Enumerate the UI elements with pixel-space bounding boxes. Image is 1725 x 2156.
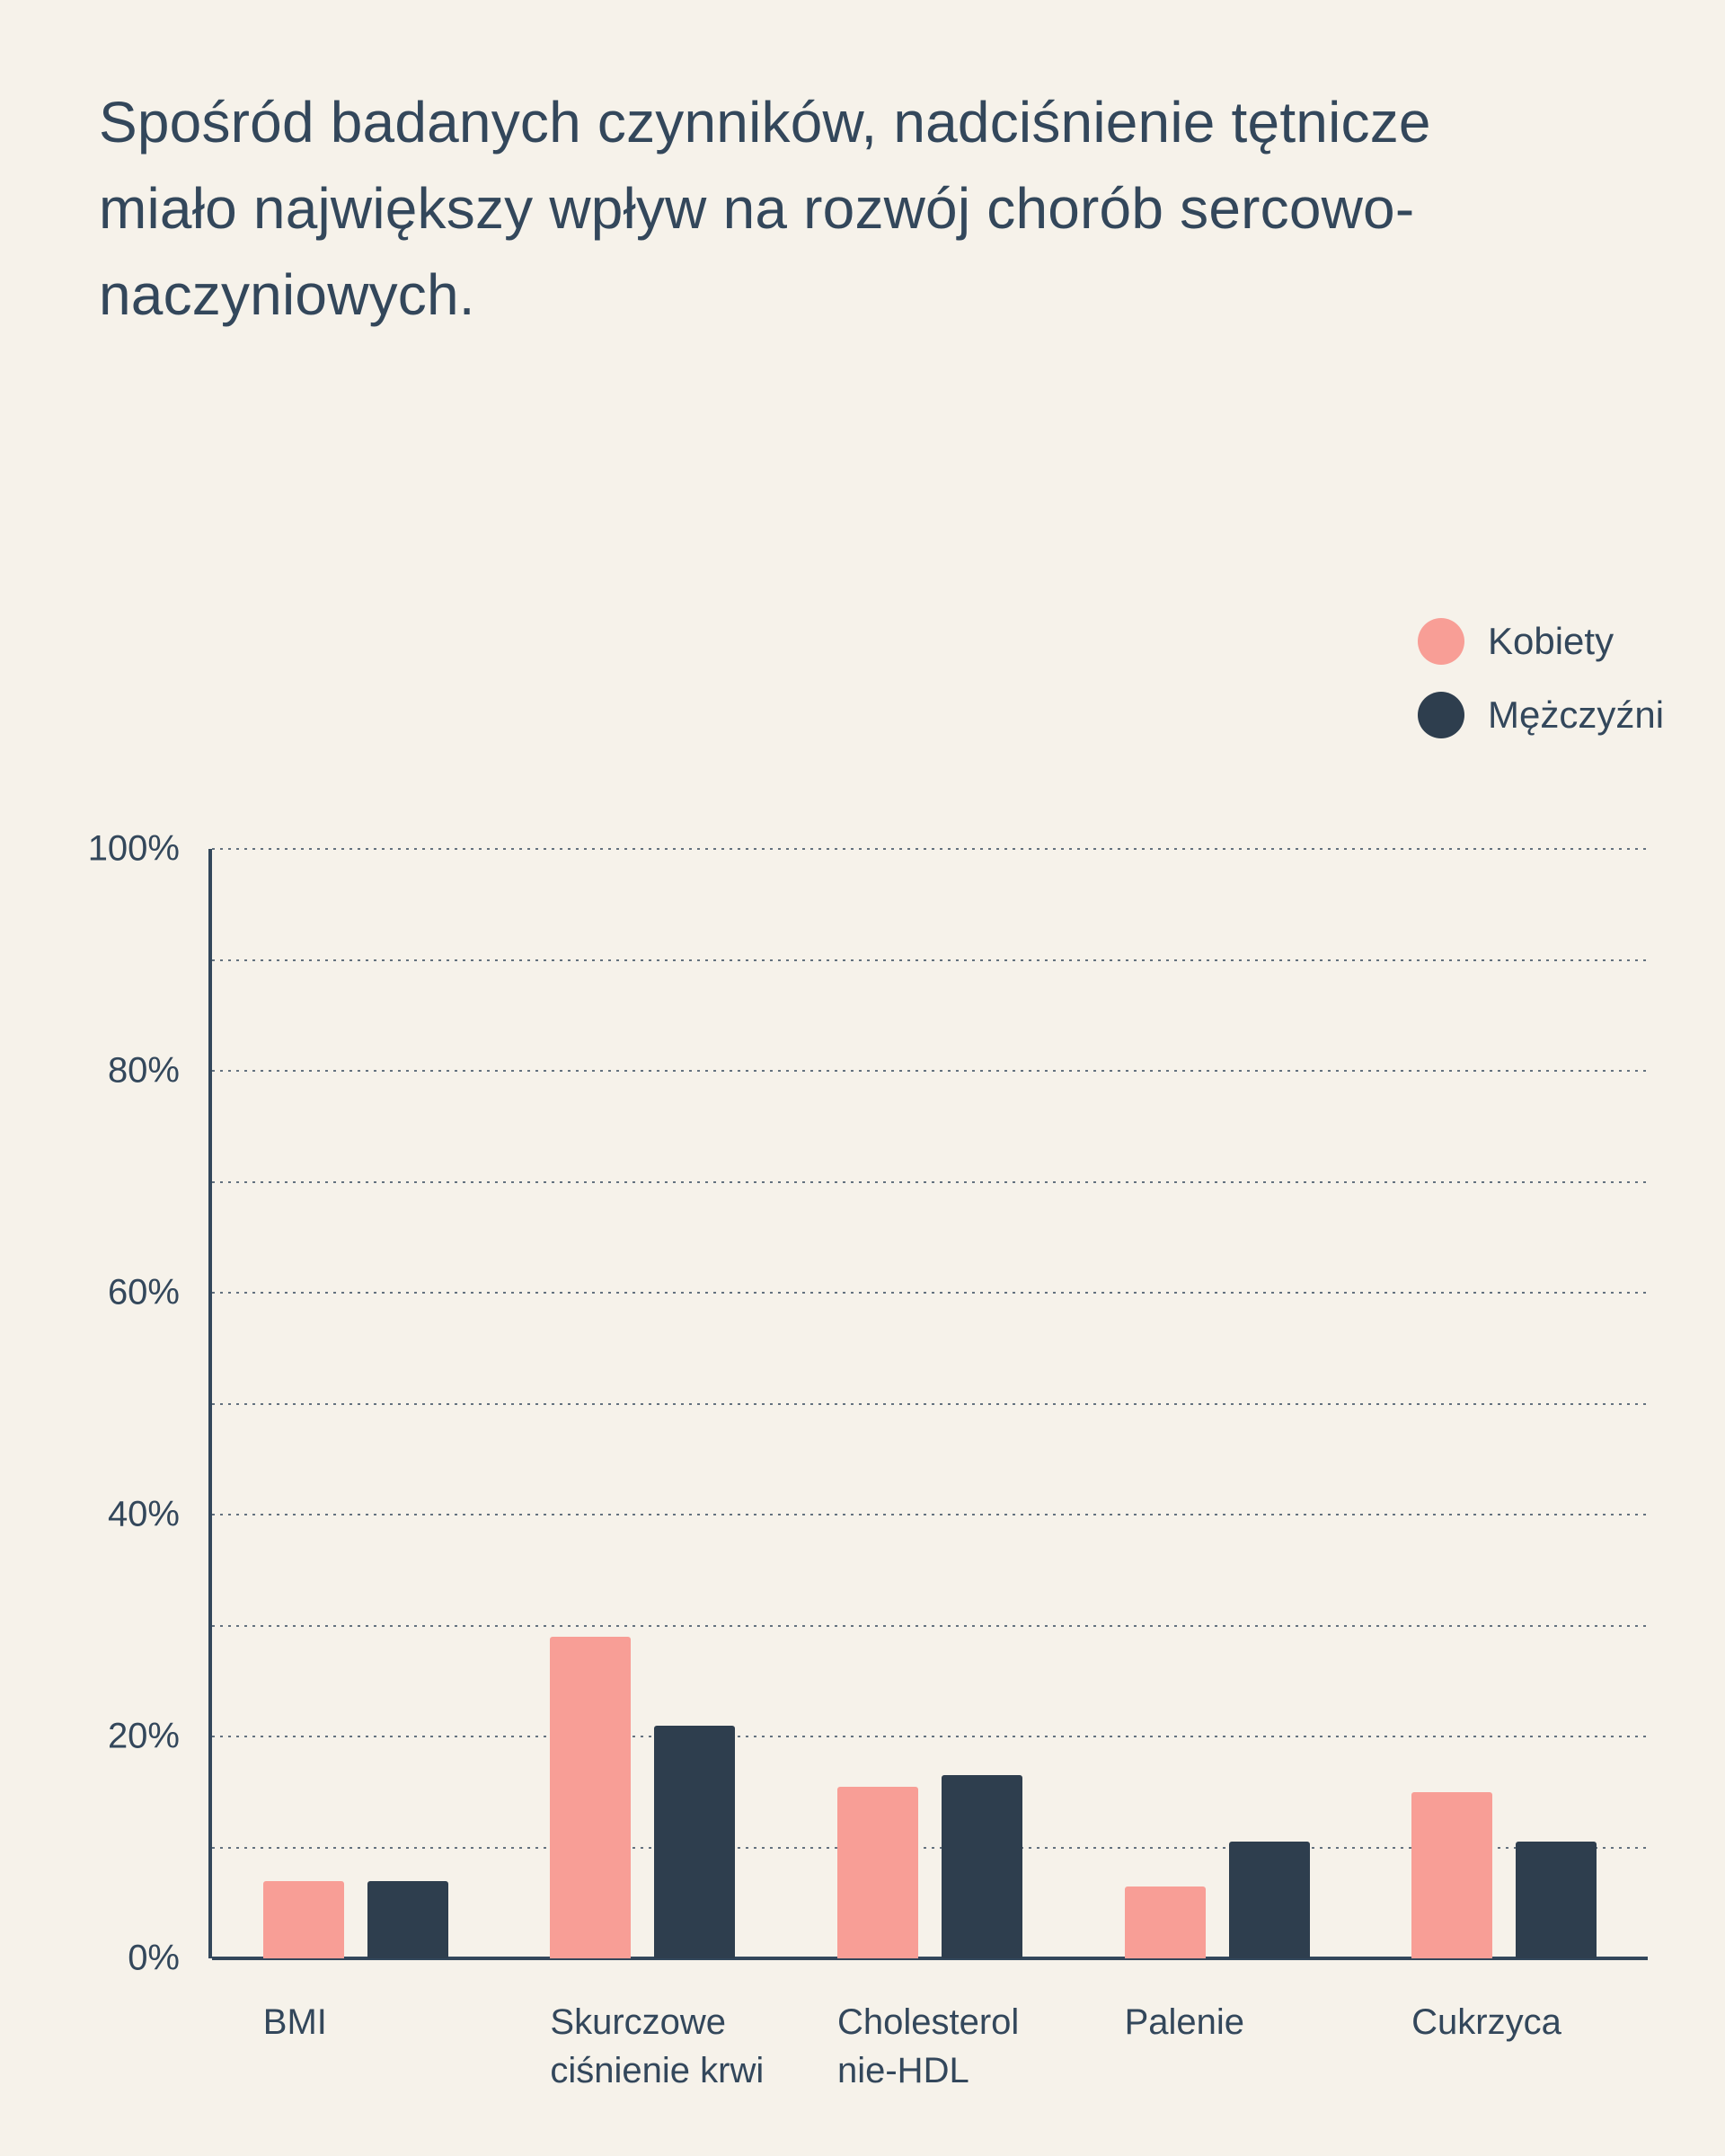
legend-label-kobiety: Kobiety — [1488, 620, 1614, 662]
bar-m-czy-ni-cholesterol-nie-hdl — [941, 1775, 1022, 1958]
x-axis-baseline — [212, 1957, 1648, 1960]
chart-title: Spośród badanych czynników, nadciśnienie… — [99, 90, 1431, 327]
bar-group-cholesterol-nie-hdl: Cholesterol nie-HDL — [836, 849, 1022, 2090]
y-tick-label-60: 60% — [107, 1272, 180, 1312]
bar-group-palenie: Palenie — [1124, 849, 1310, 2042]
plot-area: BMI Skurczowe ciśnienie krwi Cholesterol n… — [208, 848, 1648, 2090]
bars-palenie — [1124, 849, 1310, 1958]
legend-item-kobiety: Kobiety — [1418, 618, 1664, 665]
x-category-label-cholesterol-nie-hdl: Cholesterol nie-HDL — [836, 2002, 1020, 2090]
y-tick-label-20: 20% — [107, 1716, 180, 1756]
y-tick-label-40: 40% — [107, 1494, 180, 1534]
bar-group-bmi: BMI — [262, 849, 448, 2042]
gridline-50 — [212, 1402, 1648, 1405]
x-category-label-bmi: BMI — [262, 2002, 327, 2042]
x-category-label-cukrzyca: Cukrzyca — [1411, 2002, 1561, 2042]
legend-item-mezczyzni: Mężczyźni — [1418, 692, 1664, 738]
legend-label-mezczyzni: Mężczyźni — [1488, 694, 1665, 736]
y-tick-label-100: 100% — [87, 828, 180, 869]
bars-bmi — [262, 849, 448, 1958]
gridline-70 — [212, 1180, 1648, 1183]
bar-kobiety-palenie — [1124, 1886, 1206, 1958]
bar-group-cukrzyca: Cukrzyca — [1411, 849, 1597, 2042]
gridline-40 — [212, 1514, 1648, 1515]
bar-kobiety-cholesterol-nie-hdl — [836, 1786, 918, 1958]
kobiety-swatch-icon — [1418, 618, 1464, 665]
gridline-60 — [212, 1292, 1648, 1294]
bars-cukrzyca — [1411, 849, 1597, 1958]
bar-kobiety-cukrzyca — [1411, 1791, 1493, 1958]
bar-m-czy-ni-cukrzyca — [1516, 1842, 1597, 1958]
bar-m-czy-ni-palenie — [1228, 1842, 1310, 1958]
bar-m-czy-ni-skurczowe-ci-nienie-krwi — [654, 1725, 736, 1958]
x-category-label-skurczowe-ci-nienie-krwi: Skurczowe ciśnienie krwi — [550, 2002, 765, 2090]
legend: Kobiety Mężczyźni — [1418, 618, 1664, 738]
bar-m-czy-ni-bmi — [367, 1880, 448, 1958]
y-tick-label-0: 0% — [128, 1938, 180, 1978]
gridline-80 — [212, 1070, 1648, 1072]
bars-cholesterol-nie-hdl — [836, 849, 1022, 1958]
x-category-label-palenie: Palenie — [1124, 2002, 1245, 2042]
gridline-10 — [212, 1846, 1648, 1849]
gridline-30 — [212, 1624, 1648, 1627]
bar-kobiety-skurczowe-ci-nienie-krwi — [550, 1636, 632, 1958]
y-axis-labels: 0% 20% 40% 60% 80% 100% — [36, 829, 180, 1978]
gridline-100 — [212, 848, 1648, 850]
bar-group-skurczowe-ci-nienie-krwi: Skurczowe ciśnienie krwi — [550, 849, 764, 2090]
bars-skurczowe-ci-nienie-krwi — [550, 849, 736, 1958]
gridline-20 — [212, 1736, 1648, 1737]
mezczyzni-swatch-icon — [1418, 692, 1464, 738]
bar-groups: BMI Skurczowe ciśnienie krwi Cholesterol n… — [212, 849, 1648, 2090]
bar-kobiety-bmi — [262, 1880, 344, 1958]
y-tick-label-80: 80% — [107, 1050, 180, 1091]
gridline-90 — [212, 959, 1648, 961]
